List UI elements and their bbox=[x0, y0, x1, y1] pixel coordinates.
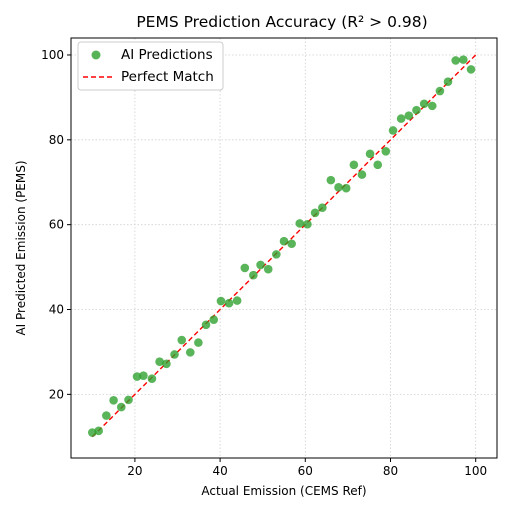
y-tick-label: 60 bbox=[49, 218, 64, 232]
data-point bbox=[279, 236, 289, 246]
legend-label-ai-predictions: AI Predictions bbox=[121, 47, 213, 63]
data-point bbox=[341, 183, 351, 193]
y-axis-ticks: 20 40 60 80 100 bbox=[41, 48, 71, 401]
data-point bbox=[443, 77, 453, 86]
data-point bbox=[201, 320, 211, 330]
data-point bbox=[224, 298, 234, 308]
data-point bbox=[419, 99, 429, 109]
data-point bbox=[109, 396, 118, 405]
data-point bbox=[357, 170, 367, 179]
data-point bbox=[94, 426, 103, 436]
data-point bbox=[287, 239, 296, 249]
data-point bbox=[132, 372, 142, 381]
chart-title: PEMS Prediction Accuracy (R² > 0.98) bbox=[136, 13, 427, 31]
data-point bbox=[216, 296, 226, 306]
data-point bbox=[427, 101, 437, 111]
legend-label-perfect-match: Perfect Match bbox=[121, 69, 214, 85]
data-point bbox=[162, 359, 171, 369]
data-point bbox=[381, 146, 391, 156]
data-point bbox=[272, 250, 281, 259]
data-point bbox=[116, 402, 126, 412]
data-point bbox=[435, 86, 445, 96]
data-point bbox=[232, 296, 242, 305]
data-point bbox=[318, 203, 327, 212]
x-tick-label: 80 bbox=[383, 464, 398, 478]
data-point bbox=[295, 219, 305, 228]
legend-marker-ai-predictions bbox=[91, 50, 101, 60]
data-point bbox=[256, 260, 265, 270]
y-tick-label: 100 bbox=[41, 48, 64, 62]
plot-frame bbox=[70, 37, 498, 459]
data-points bbox=[88, 55, 476, 437]
data-point bbox=[194, 338, 203, 347]
x-tick-label: 60 bbox=[298, 464, 313, 478]
data-point bbox=[249, 270, 258, 280]
x-axis-label: Actual Emission (CEMS Ref) bbox=[201, 484, 366, 498]
data-point bbox=[451, 56, 460, 65]
data-point bbox=[303, 219, 312, 229]
data-point bbox=[365, 149, 375, 159]
data-point bbox=[466, 65, 476, 74]
data-point bbox=[102, 411, 111, 420]
data-point bbox=[404, 111, 414, 120]
data-point bbox=[170, 350, 179, 359]
y-axis-label: AI Predicted Emission (PEMS) bbox=[14, 160, 28, 335]
data-point bbox=[388, 126, 398, 135]
y-tick-label: 20 bbox=[49, 387, 64, 401]
data-point bbox=[185, 348, 195, 357]
data-point bbox=[326, 175, 336, 185]
data-point bbox=[139, 371, 148, 380]
x-tick-label: 40 bbox=[212, 464, 227, 478]
data-point bbox=[147, 374, 157, 383]
y-tick-label: 80 bbox=[49, 133, 64, 147]
x-tick-label: 20 bbox=[127, 464, 142, 478]
legend-box bbox=[77, 41, 224, 91]
data-point bbox=[334, 183, 343, 192]
data-point bbox=[412, 105, 421, 115]
data-point bbox=[310, 208, 320, 218]
data-point bbox=[209, 315, 219, 324]
data-point bbox=[373, 160, 383, 170]
data-point bbox=[124, 395, 133, 405]
data-point bbox=[177, 335, 187, 345]
data-point bbox=[459, 55, 468, 64]
data-point bbox=[240, 263, 250, 273]
x-axis-ticks: 20 40 60 80 100 bbox=[127, 458, 487, 478]
data-point bbox=[396, 114, 406, 123]
data-point bbox=[349, 160, 359, 170]
y-tick-label: 40 bbox=[49, 303, 64, 317]
legend: AI Predictions Perfect Match bbox=[77, 41, 224, 91]
x-tick-label: 100 bbox=[464, 464, 487, 478]
data-point bbox=[155, 357, 164, 366]
grid-lines bbox=[71, 38, 497, 458]
data-point bbox=[263, 264, 273, 274]
